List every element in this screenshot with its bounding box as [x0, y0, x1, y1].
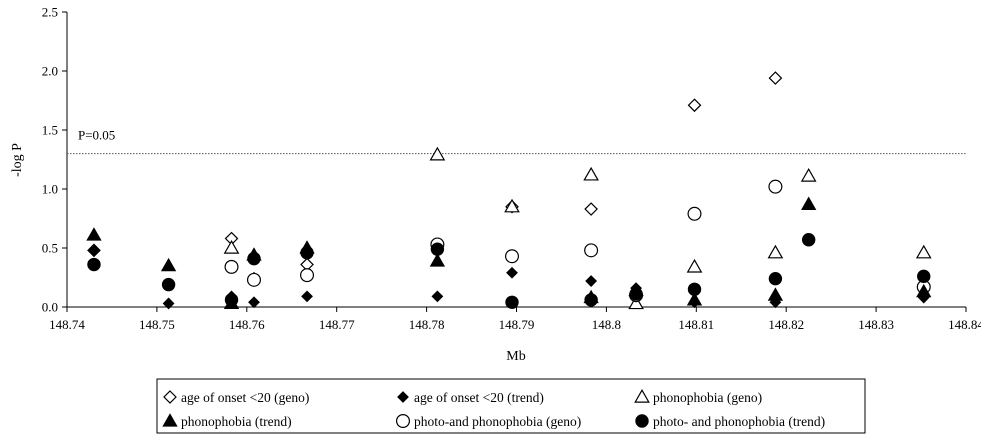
y-ticks: 0.0 0.5 1.0 1.5 2.0 2.5: [42, 5, 67, 315]
triangle-open-point: [800, 168, 817, 182]
triangle-open-point: [223, 239, 240, 254]
circle-open-point: [505, 249, 520, 264]
circle-filled-point: [161, 277, 176, 292]
legend-circle-filled-icon: [635, 414, 649, 428]
x-tick-label: 148.77: [319, 317, 355, 332]
x-ticks: 148.74 148.75 148.76 148.77 148.78 148.79 148.…: [49, 307, 981, 332]
x-tick-label: 148.78: [409, 317, 445, 332]
triangle-filled-point: [246, 247, 262, 261]
data-points: [86, 71, 932, 310]
diamond-filled-point: [769, 296, 782, 309]
legend-diamond-open-icon: [163, 390, 177, 404]
y-tick-label: 1.5: [42, 123, 58, 138]
circle-filled-point: [505, 295, 519, 309]
diamond-filled-point: [630, 282, 642, 295]
legend-triangle-filled-icon: [162, 413, 178, 427]
legend: age of onset <20 (geno) age of onset <20 …: [156, 378, 866, 434]
triangle-open-point: [429, 146, 446, 161]
legend-label: age of onset <20 (trend): [414, 390, 544, 405]
diamond-filled-point: [301, 290, 313, 303]
circle-open-point: [687, 206, 702, 221]
x-tick-label: 148.83: [858, 317, 894, 332]
circle-open-point: [768, 179, 783, 194]
circle-open-point: [584, 243, 599, 258]
diamond-filled-point: [88, 244, 100, 257]
diamond-filled-point: [917, 291, 930, 304]
y-tick-label: 2.5: [42, 5, 58, 20]
diamond-open-point: [687, 98, 702, 113]
triangle-filled-point: [429, 253, 446, 267]
y-tick-label: 2.0: [42, 64, 58, 79]
triangle-filled-point: [801, 196, 817, 210]
y-axis-title: -log P: [10, 143, 25, 177]
legend-box: [156, 378, 866, 434]
triangle-open-point: [628, 295, 644, 310]
triangle-filled-point: [583, 289, 599, 304]
diamond-open-point: [768, 71, 783, 85]
legend-diamond-filled-icon: [397, 391, 409, 403]
circle-open-point: [246, 272, 261, 287]
x-axis-title: Mb: [506, 349, 525, 364]
triangle-open-point: [915, 244, 932, 259]
triangle-open-point: [504, 198, 520, 213]
circle-filled-point: [917, 269, 931, 284]
x-tick-label: 148.75: [139, 317, 175, 332]
legend-label: age of onset <20 (geno): [181, 390, 309, 405]
circle-open-point: [224, 259, 239, 274]
y-tick-label: 0.0: [42, 300, 58, 315]
triangle-filled-point: [299, 240, 315, 254]
circle-open-point: [300, 268, 315, 283]
diamond-open-point: [584, 202, 598, 216]
triangle-open-point: [767, 244, 784, 259]
triangle-filled-point: [86, 227, 102, 241]
legend-label: photo-and phonophobia (geno): [414, 414, 581, 429]
legend-label: photo- and phonophobia (trend): [653, 414, 825, 429]
x-tick-label: 148.8: [592, 317, 621, 332]
y-tick-label: 1.0: [42, 182, 58, 197]
triangle-open-point: [583, 166, 599, 181]
legend-triangle-open-icon: [634, 388, 650, 403]
legend-label: phonophobia (trend): [181, 414, 292, 429]
x-tick-label: 148.81: [678, 317, 714, 332]
circle-filled-point: [87, 257, 101, 272]
diamond-filled-point: [688, 296, 701, 309]
diamond-filled-point: [248, 296, 260, 309]
x-tick-label: 148.76: [229, 317, 265, 332]
x-tick-label: 148.74: [49, 317, 85, 332]
legend-label: phonophobia (geno): [653, 390, 762, 405]
axes: [66, 12, 966, 308]
x-tick-label: 148.82: [768, 317, 804, 332]
circle-filled-point: [801, 233, 816, 247]
circle-filled-point: [768, 271, 783, 286]
legend-circle-open-icon: [396, 414, 411, 429]
diamond-filled-point: [506, 266, 518, 279]
diamond-filled-point: [585, 275, 598, 287]
x-tick-label: 148.84: [948, 317, 981, 332]
diamond-filled-point: [162, 297, 175, 310]
y-tick-label: 0.5: [42, 241, 58, 256]
triangle-filled-point: [223, 295, 240, 310]
triangle-filled-point: [160, 257, 177, 272]
diamond-filled-point: [225, 290, 238, 303]
triangle-open-point: [686, 258, 703, 273]
x-tick-label: 148.79: [499, 317, 535, 332]
diamond-filled-point: [431, 290, 444, 303]
reference-line-label: P=0.05: [78, 128, 115, 143]
